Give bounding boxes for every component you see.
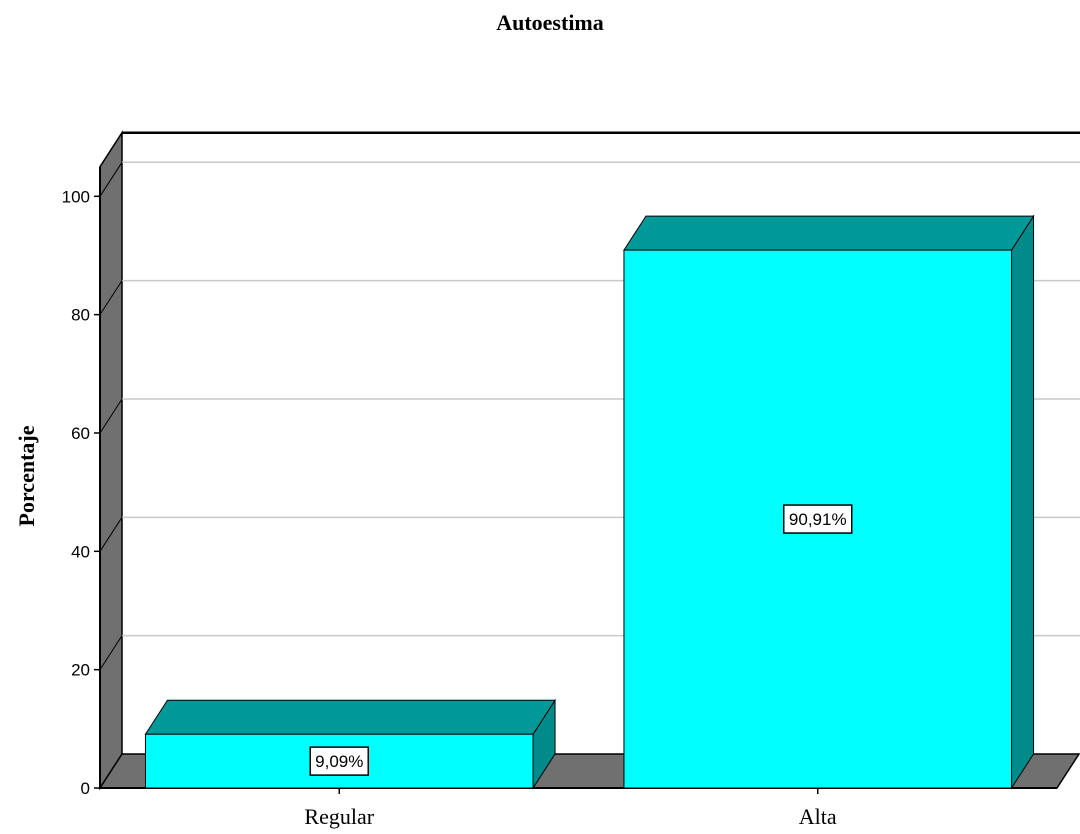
y-tick-label: 60 — [71, 424, 90, 443]
bar-top — [623, 215, 1035, 251]
data-label-box — [783, 504, 853, 534]
wall-gridline — [99, 280, 123, 315]
data-label: 90,91% — [789, 510, 847, 529]
y-tick-label: 40 — [71, 542, 90, 561]
x-tick-label: Alta — [799, 804, 837, 829]
chart-title: Autoestima — [496, 10, 604, 35]
left-wall — [99, 130, 123, 791]
wall-gridline — [99, 162, 123, 197]
wall-gridline — [99, 517, 123, 552]
plot-area: 0 20 40 60 80 100 9,09% Regular 90,91% Alta — [62, 130, 1080, 829]
y-tick-label: 0 — [81, 779, 90, 798]
y-tick-label: 80 — [71, 306, 90, 325]
bar-side — [1011, 214, 1035, 790]
wall-gridline — [99, 635, 123, 670]
bar-top — [144, 699, 556, 735]
data-label: 9,09% — [315, 752, 363, 771]
y-tick-label: 100 — [62, 187, 90, 206]
y-axis-label: Porcentaje — [14, 425, 39, 526]
y-tick-label: 20 — [71, 661, 90, 680]
x-tick-label: Regular — [304, 804, 374, 829]
wall-gridline — [99, 398, 123, 434]
data-label-box — [309, 746, 369, 776]
